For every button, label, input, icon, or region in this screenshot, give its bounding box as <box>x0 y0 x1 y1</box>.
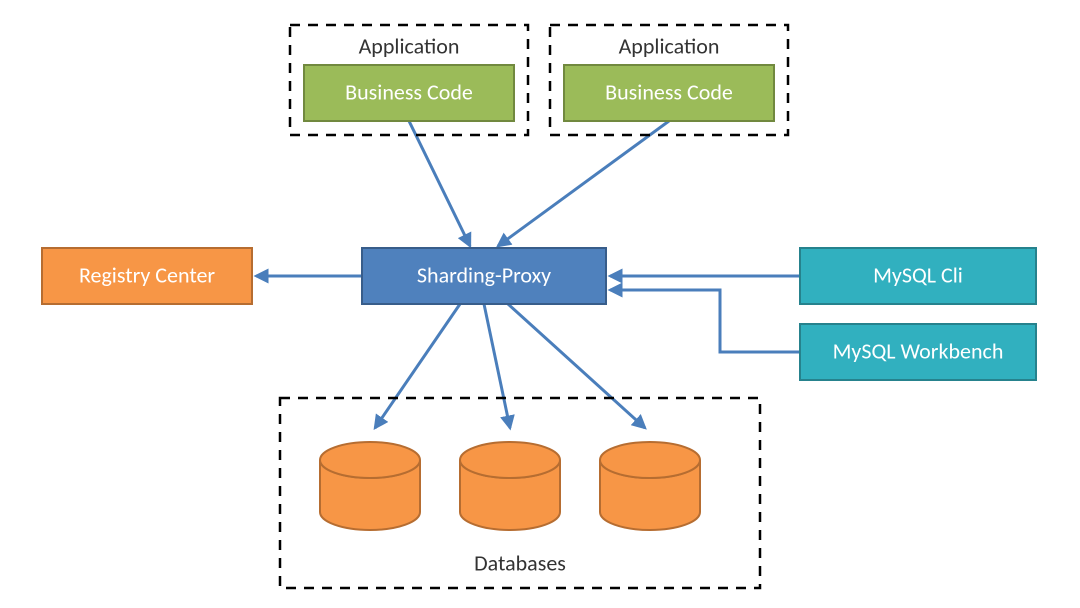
edge-business2 <box>498 121 669 246</box>
db2 <box>460 442 560 530</box>
db-container-title: Databases <box>474 549 566 576</box>
business1-label: Business Code <box>345 78 473 105</box>
edge-mysql-wb <box>610 290 800 352</box>
edge-proxy-to-db3 <box>508 304 645 428</box>
db3 <box>600 442 700 530</box>
app2-container-title: Application <box>619 32 720 59</box>
edge-business1 <box>409 121 470 246</box>
nodes-group: Application Application Business Code Busin… <box>42 25 1036 588</box>
mysql-cli-label: MySQL Cli <box>873 261 963 288</box>
edge-proxy-to-db1 <box>375 304 460 428</box>
diagram-canvas: Application Application Business Code Busin… <box>0 0 1080 608</box>
edge-proxy-to-db2 <box>484 304 510 428</box>
app1-container-title: Application <box>359 32 460 59</box>
business2-label: Business Code <box>605 78 733 105</box>
db1 <box>320 442 420 530</box>
registry-label: Registry Center <box>79 261 215 288</box>
mysql-wb-label: MySQL Workbench <box>833 337 1004 364</box>
proxy-label: Sharding-Proxy <box>417 261 551 288</box>
